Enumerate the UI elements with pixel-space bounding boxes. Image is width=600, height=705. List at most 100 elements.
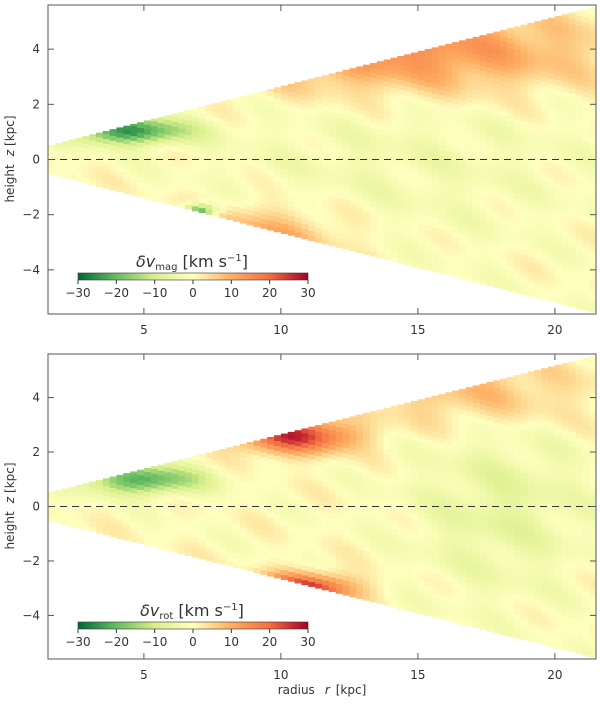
top-map-cell [384,76,391,82]
top-map-cell [521,116,528,122]
top-map-cell [130,126,137,132]
top-map-cell [480,229,487,235]
top-map-cell [500,95,507,101]
bottom-map-cell [411,465,418,471]
bottom-map-cell [438,594,445,600]
bottom-map-cell [480,546,487,552]
top-map-cell [480,185,487,191]
top-map-cell [82,138,89,144]
top-map-cell [267,215,274,221]
bottom-map-cell [466,498,473,504]
bottom-map-cell [534,560,541,566]
top-map-cell [438,75,445,81]
bottom-map-cell [254,499,261,505]
top-map-cell [301,224,308,230]
top-map-cell [226,165,233,171]
bottom-map-cell [418,428,425,434]
bottom-map-cell [329,587,336,593]
top-map-cell [158,128,165,134]
bottom-map-cell [315,559,322,565]
top-map-cell [96,162,103,168]
top-map-cell [555,90,562,96]
top-map-cell [336,128,343,134]
top-map-cell [452,183,459,189]
top-map-cell [206,120,213,126]
bottom-map-cell [528,627,535,633]
top-map-cell [254,93,261,98]
bottom-map-cell [206,452,213,453]
top-map-cell [548,18,555,24]
top-map-cell [534,208,541,214]
top-map-cell [329,216,336,222]
bottom-map-cell [267,542,274,548]
bottom-map-cell [480,561,487,567]
top-map-cell [445,131,452,137]
top-map-cell [322,214,329,220]
bottom-map-cell [322,477,329,483]
bottom-map-cell [171,464,178,470]
top-map-cell [96,171,103,177]
top-map-cell [582,146,589,152]
bottom-map-cell [418,599,425,605]
top-map-cell [247,150,254,156]
bottom-map-cell [459,389,466,394]
bottom-map-cell [240,451,247,457]
bottom-map-cell [452,588,459,594]
top-map-cell [329,126,336,132]
bottom-map-cell [356,525,363,531]
top-map-cell [425,49,432,52]
top-map-cell [500,76,507,82]
top-map-cell [192,176,199,182]
top-map-cell [507,82,514,88]
bottom-map-cell [281,476,288,482]
bottom-map-cell [507,489,514,495]
top-map-cell [493,228,500,234]
bottom-map-cell [336,588,343,594]
bottom-map-cell [418,521,425,527]
bottom-map-cell [356,593,363,599]
top-map-cell [445,156,452,162]
bottom-map-cell [336,520,343,526]
top-map-cell [370,72,377,78]
bottom-map-cell [75,494,82,500]
top-map-cell [192,151,199,157]
top-map-cell [507,172,514,178]
bottom-map-cell [466,494,473,500]
top-map-cell [274,112,281,118]
bottom-map-cell [301,428,308,433]
bottom-map-cell [500,595,507,601]
bottom-map-cell [295,568,302,574]
bottom-map-cell [391,514,398,520]
top-map-cell [206,125,213,131]
top-map-cell [336,153,343,159]
bottom-map-cell [254,563,261,569]
top-map-cell [384,116,391,122]
bottom-map-cell [329,562,336,568]
bottom-map-cell [171,478,178,484]
top-map-cell [575,70,582,76]
top-map-cell [459,60,466,66]
bottom-map-cell [432,500,439,506]
top-map-cell [514,144,521,150]
top-map-cell [247,185,254,191]
bottom-map-cell [493,383,500,389]
bottom-map-cell [425,483,432,489]
top-map-cell [562,280,569,286]
top-map-cell [486,122,493,128]
bottom-map-cell [452,598,459,604]
top-map-cell [370,147,377,153]
top-map-cell [514,283,521,289]
top-map-cell [363,220,370,226]
top-map-cell [555,229,562,235]
top-map-cell [404,235,411,241]
bottom-map-cell [301,462,308,468]
top-map-cell [226,140,233,146]
bottom-map-cell [459,511,466,517]
bottom-map-cell [528,465,535,471]
bottom-map-cell [75,513,82,519]
top-map-cell [418,75,425,81]
bottom-map-cell [493,456,500,462]
top-map-cell [343,105,350,111]
top-map-cell [582,57,589,63]
bottom-map-cell [486,410,493,416]
